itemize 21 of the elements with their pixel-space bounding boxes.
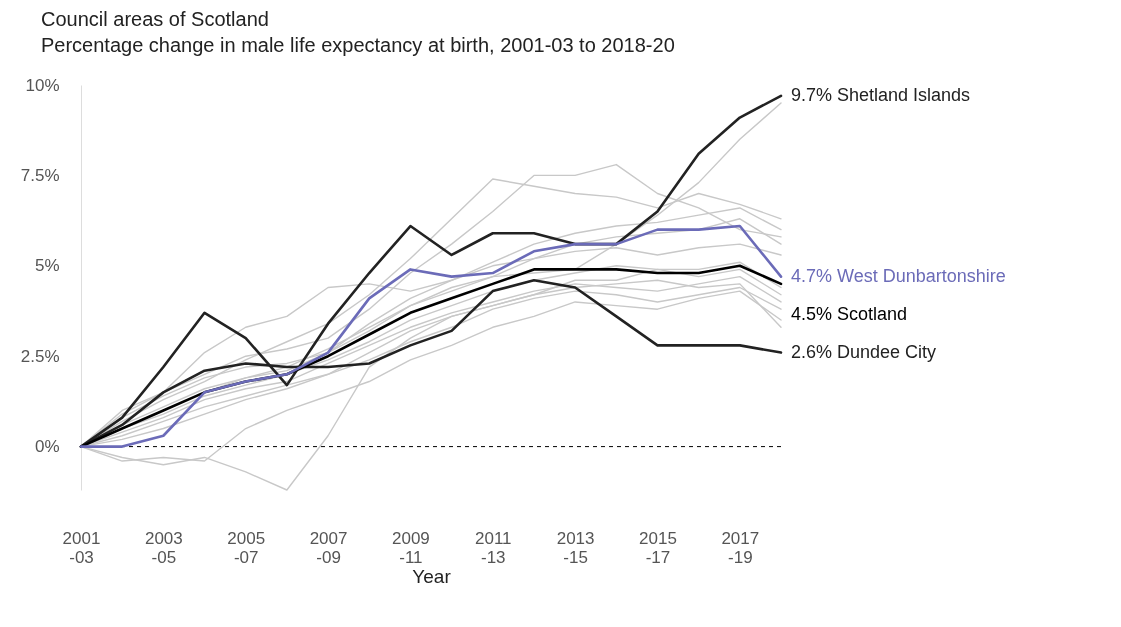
x-tick-label: 2003-05 [144,528,183,567]
y-tick-label: 5% [34,256,60,276]
chart-subtitle: Percentage change in male life expectancy at birth, 2001-03 to 2018-20 [41,34,675,56]
x-tick-label: 2007-09 [309,528,348,567]
series-label: 2.6% Dundee City [791,341,937,362]
y-tick-label: 10% [25,75,60,95]
x-tick-label: 2009-11 [392,528,430,567]
x-tick-label: 2005-07 [227,528,266,567]
series-label: 9.7% Shetland Islands [791,84,971,105]
series-label: 4.5% Scotland [791,303,908,324]
y-tick-label: 2.5% [20,346,60,366]
x-tick-label: 2011-13 [474,528,512,567]
x-axis-title: Year [412,565,452,587]
chart-title: Council areas of Scotland [41,8,269,30]
y-tick-label: 0% [34,437,60,457]
x-tick-label: 2001-03 [62,528,101,567]
x-tick-label: 2015-17 [639,528,677,567]
series-label: 4.7% West Dunbartonshire [791,265,1006,286]
x-tick-label: 2017-19 [721,528,760,567]
x-tick-label: 2013-15 [556,528,595,567]
y-tick-label: 7.5% [20,165,60,185]
